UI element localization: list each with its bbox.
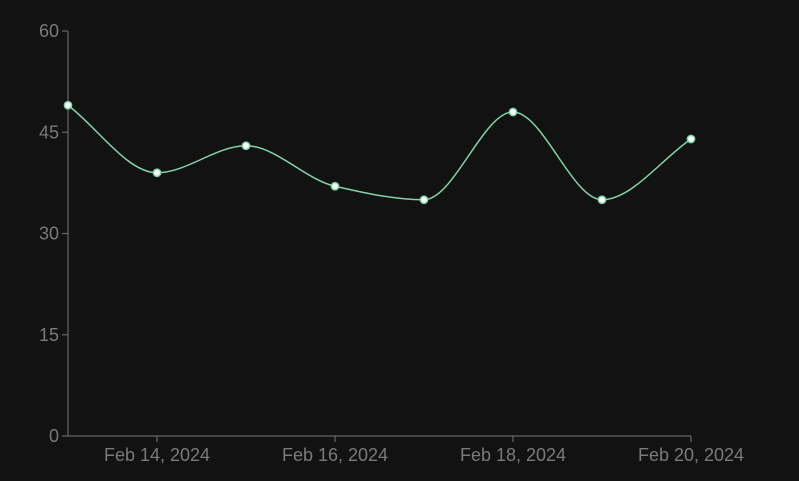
- x-axis: Feb 14, 2024 Feb 16, 2024 Feb 18, 2024 Feb …: [68, 435, 744, 465]
- x-ticks: Feb 14, 2024 Feb 16, 2024 Feb 18, 2024 Feb …: [104, 436, 744, 465]
- y-axis: 0 15 30 45 60: [39, 21, 69, 446]
- plot-area: [63, 100, 696, 205]
- data-point[interactable]: [508, 107, 518, 117]
- data-point[interactable]: [597, 195, 607, 205]
- x-tick-label: Feb 20, 2024: [638, 445, 744, 465]
- data-point[interactable]: [686, 134, 696, 144]
- y-tick-label: 45: [39, 122, 59, 142]
- y-ticks: 0 15 30 45 60: [39, 21, 68, 446]
- y-tick-label: 15: [39, 325, 59, 345]
- data-point[interactable]: [63, 100, 73, 110]
- y-tick-label: 0: [49, 426, 59, 446]
- y-tick-label: 60: [39, 21, 59, 41]
- data-point[interactable]: [419, 195, 429, 205]
- data-point[interactable]: [241, 141, 251, 151]
- data-points: [63, 100, 696, 205]
- y-tick-label: 30: [39, 224, 59, 244]
- x-tick-label: Feb 18, 2024: [460, 445, 566, 465]
- x-tick-label: Feb 14, 2024: [104, 445, 210, 465]
- x-tick-label: Feb 16, 2024: [282, 445, 388, 465]
- data-point[interactable]: [152, 168, 162, 178]
- series-line[interactable]: [67, 104, 692, 201]
- data-point[interactable]: [330, 181, 340, 191]
